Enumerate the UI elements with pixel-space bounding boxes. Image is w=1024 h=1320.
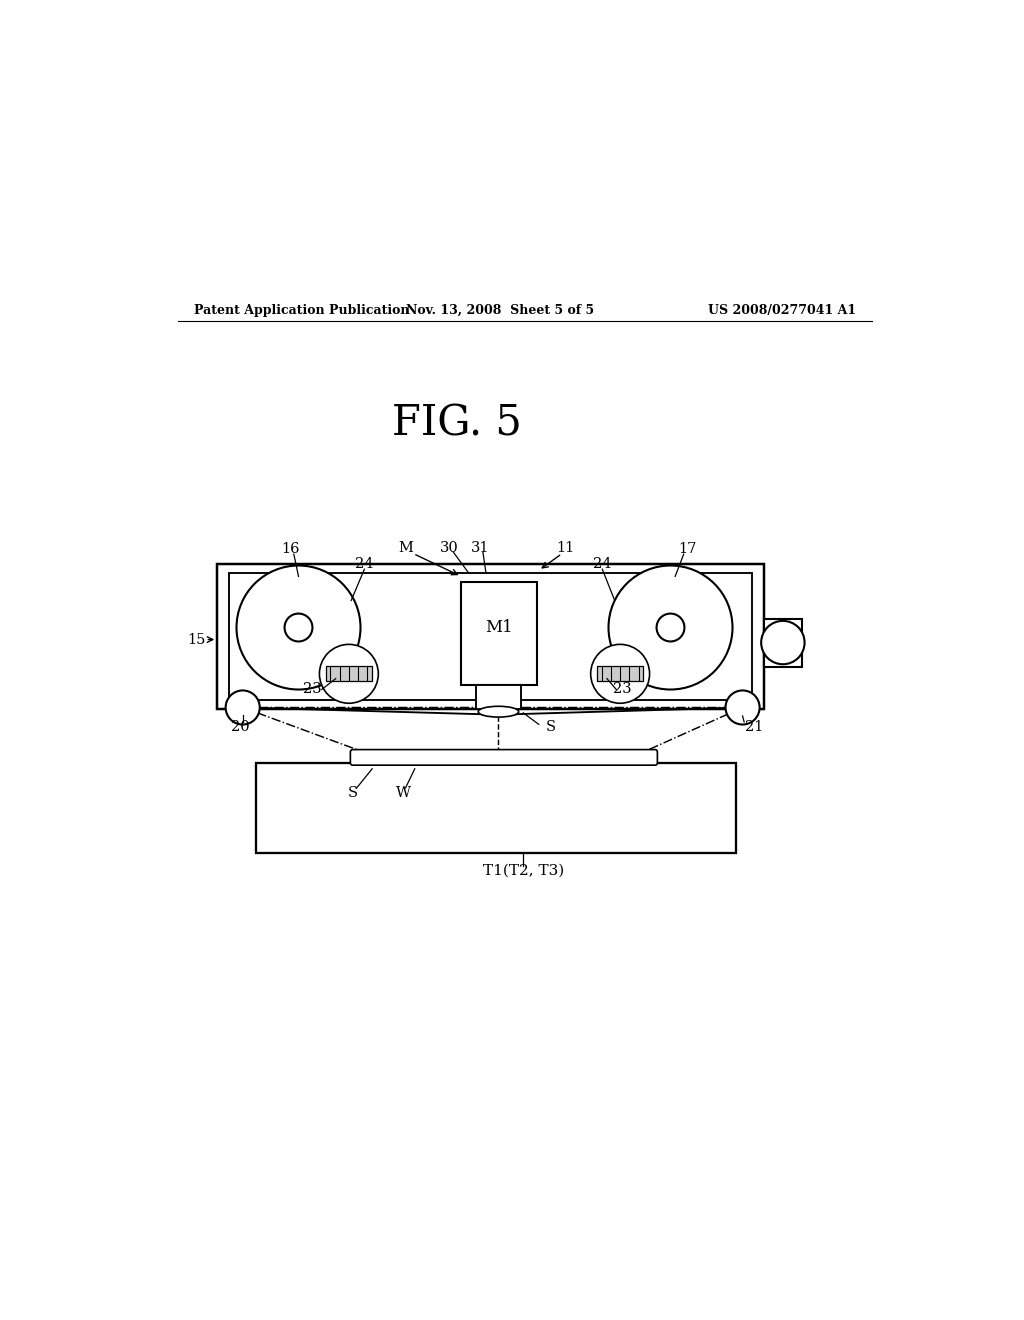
Text: 20: 20 (231, 719, 250, 734)
Text: 31: 31 (471, 541, 489, 554)
Text: 15: 15 (187, 632, 206, 647)
Text: 23: 23 (613, 682, 632, 697)
Text: 24: 24 (593, 557, 611, 572)
Text: US 2008/0277041 A1: US 2008/0277041 A1 (709, 304, 856, 317)
Text: FIG. 5: FIG. 5 (391, 403, 521, 444)
Circle shape (608, 565, 732, 689)
FancyBboxPatch shape (350, 750, 657, 766)
Ellipse shape (478, 706, 519, 717)
Bar (461, 582, 538, 685)
Circle shape (761, 620, 805, 664)
Bar (764, 619, 802, 667)
Circle shape (726, 690, 760, 725)
Text: S: S (348, 785, 357, 800)
Circle shape (237, 565, 360, 689)
Bar (476, 685, 521, 709)
Text: 23: 23 (303, 682, 322, 697)
Circle shape (656, 614, 684, 642)
Circle shape (591, 644, 649, 704)
Text: 21: 21 (745, 719, 763, 734)
Bar (228, 573, 752, 700)
Circle shape (319, 644, 378, 704)
Text: W: W (395, 785, 411, 800)
Bar (217, 565, 764, 709)
Circle shape (285, 614, 312, 642)
Text: Patent Application Publication: Patent Application Publication (194, 304, 410, 317)
Bar (597, 667, 643, 681)
Text: M: M (398, 541, 413, 554)
Text: M1: M1 (485, 619, 513, 636)
Text: T1(T2, T3): T1(T2, T3) (482, 865, 564, 878)
Text: Nov. 13, 2008  Sheet 5 of 5: Nov. 13, 2008 Sheet 5 of 5 (406, 304, 594, 317)
Text: 24: 24 (355, 557, 374, 572)
Text: 17: 17 (678, 543, 696, 556)
Text: 16: 16 (282, 543, 300, 556)
Circle shape (225, 690, 260, 725)
Text: 30: 30 (440, 541, 459, 554)
Text: 11: 11 (557, 541, 575, 554)
Bar (256, 763, 736, 853)
Bar (326, 667, 372, 681)
Text: S: S (546, 719, 555, 734)
